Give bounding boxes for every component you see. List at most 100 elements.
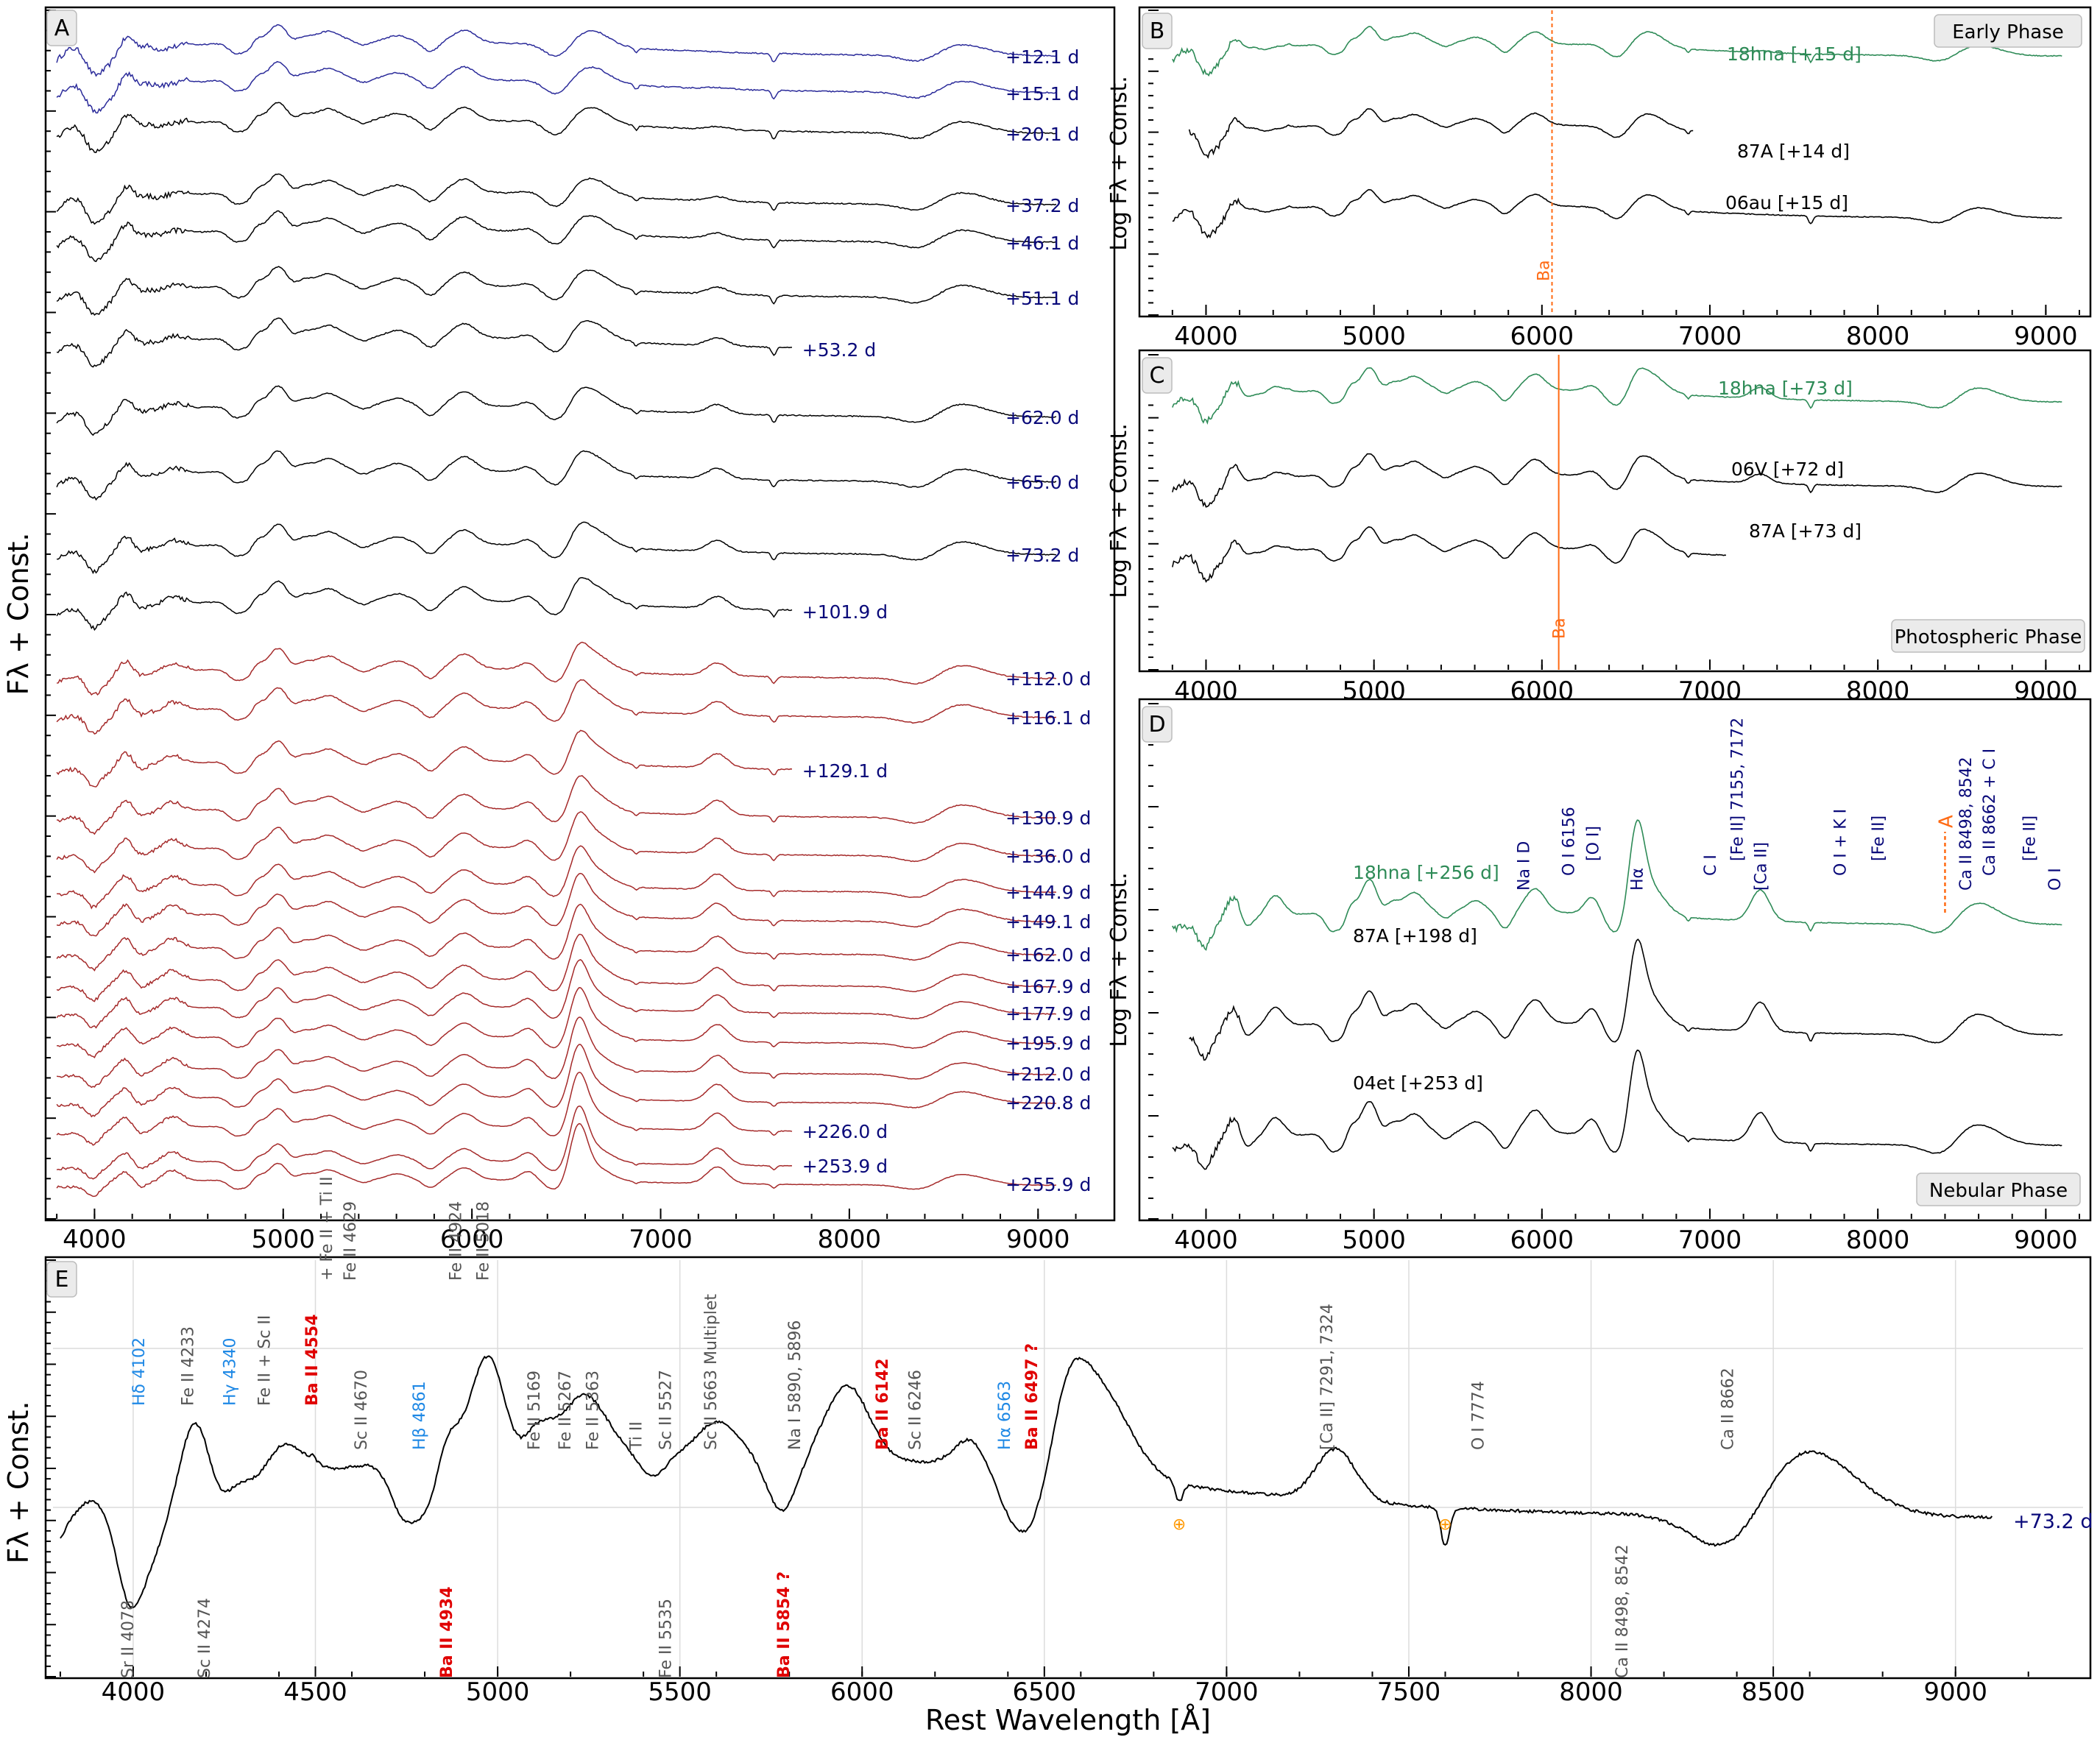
spectrum-46.1d	[56, 210, 1057, 263]
paneld-xtick-label: 4000	[1174, 1226, 1238, 1255]
panel-a-xtick-label: 9000	[1006, 1225, 1070, 1254]
line-id-label: Fe II 5169	[526, 1371, 544, 1450]
spectrum-51.1d	[56, 266, 1056, 316]
panel-d-frame	[1138, 698, 2092, 1222]
panel-b-ticks: 4000 5000 6000 7000 8000 9000	[1148, 10, 2080, 351]
paneld-xtick-label: 5000	[1342, 1226, 1406, 1255]
line-id-label: Hβ 4861	[411, 1381, 429, 1450]
spectrum-255.9d	[56, 1122, 1057, 1198]
panel-a-frame	[44, 6, 1116, 1222]
epoch-label: +51.1 d	[1005, 288, 1079, 309]
series-label: 18hna [+73 d]	[1718, 378, 1853, 399]
panel-e-ticks: 4000 4500 5000 5500 6000 6500 7000 7500 8000 8500…	[46, 1259, 2029, 1707]
epoch-label: +53.2 d	[802, 339, 876, 361]
line-id-label: Sc II 4274	[196, 1598, 214, 1678]
epoch-label: +65.0 d	[1005, 472, 1079, 493]
series-label: 87A [+14 d]	[1737, 141, 1850, 162]
epoch-label: +162.0 d	[1005, 944, 1091, 966]
epoch-label: +73.2 d	[1005, 545, 1079, 566]
paneld-xtick-label: 6000	[1510, 1226, 1574, 1255]
line-id-label: Hδ 4102	[130, 1337, 149, 1406]
panel-b-phase-box	[1934, 14, 2082, 48]
spectrum-220.8d	[56, 1044, 1056, 1118]
panel-c-letter: C	[1150, 363, 1165, 389]
panel-b-ylabel: Log Fλ + Const.	[1106, 76, 1132, 251]
spectrum-226.0d	[56, 1072, 793, 1146]
spectrum-65.0d	[56, 450, 1057, 501]
panel-c-spectra: 18hna [+73 d] 06V [+72 d] 87A [+73 d]	[1172, 367, 2062, 583]
panel-a-xtick-label: 8000	[818, 1225, 882, 1254]
panel-c-letter-box	[1142, 357, 1173, 394]
panel-d-letter: D	[1148, 712, 1165, 738]
panel-a-xtick-label: 7000	[629, 1225, 693, 1254]
panel-a-ylabel: Fλ + Const.	[2, 533, 35, 696]
line-id-label: Ca II 8662	[1719, 1368, 1738, 1450]
spectrum-162.0d	[56, 903, 1056, 972]
panel-e-spectrum	[60, 1355, 1993, 1608]
panel-a: 4000 5000 6000 7000 8000 9000 +12.1 d+15.1 d+…	[2, 6, 1116, 1254]
line-id-label: Ca II 8498, 8542	[1613, 1544, 1632, 1678]
line-id-label: O I	[2046, 868, 2065, 891]
spectrum-73.2d	[57, 521, 1056, 575]
panelb-xtick-label: 6000	[1510, 322, 1574, 351]
spectrum-18hna	[1172, 819, 2062, 951]
epoch-label: +212.0 d	[1005, 1064, 1091, 1085]
spectrum-87A	[1188, 107, 1694, 159]
line-id-label: Ti II	[628, 1421, 646, 1451]
panelc-xtick-label: 8000	[1846, 676, 1910, 706]
panelc-xtick-label: 6000	[1510, 676, 1574, 706]
line-id-label: Fe II 5018	[475, 1201, 493, 1281]
line-id-label: Na I D	[1516, 841, 1534, 891]
panel-e-xtick-label: 8000	[1559, 1677, 1623, 1707]
panel-e-xtick-label: 7000	[1195, 1677, 1259, 1707]
epoch-label: +101.9 d	[802, 601, 888, 623]
line-id-label: + Fe II + Ti II	[318, 1176, 336, 1281]
panel-e-xlabel: Rest Wavelength [Å]	[925, 1704, 1211, 1736]
spectrum-101.9d	[56, 577, 793, 632]
panelb-xtick-label: 5000	[1342, 322, 1406, 351]
spectrum-18hna	[1172, 367, 2062, 425]
telluric-symbol: ⊕	[1173, 1516, 1186, 1534]
telluric-symbol: ⊕	[1438, 1516, 1452, 1534]
spectrum-129.1d	[56, 729, 793, 788]
line-id-label: [O I]	[1584, 826, 1602, 861]
panel-b-spectra: 18hna [+15 d] 87A [+14 d] 06au [+15 d]	[1172, 26, 2062, 239]
spectrum-112.0d	[56, 641, 1057, 696]
epoch-label: +149.1 d	[1005, 911, 1091, 933]
series-label: 04et [+253 d]	[1353, 1072, 1483, 1094]
line-id-label: Ba II 4554	[303, 1314, 322, 1406]
spectrum-87A	[1189, 938, 2063, 1061]
epoch-label: +37.2 d	[1005, 195, 1079, 216]
line-id-label: Ba II 6497 ?	[1023, 1343, 1042, 1450]
panel-e-xtick-label: 4000	[102, 1677, 166, 1707]
panelc-xtick-label: 7000	[1678, 676, 1742, 706]
line-id-label: Na I 5890, 5896	[786, 1320, 805, 1450]
line-id-label: Sr II 4078	[119, 1600, 138, 1678]
line-id-label: [Fe II]	[2021, 816, 2040, 861]
line-id-label: Sc II 5663 Multiplet	[702, 1294, 721, 1450]
panelb-xtick-label: 8000	[1846, 322, 1910, 351]
panel-d: 4000 5000 6000 7000 8000 9000 18hna [+256 d] 8…	[1106, 698, 2092, 1255]
line-id-label: Ba II 4934	[438, 1586, 456, 1678]
line-id-label: Hγ 4340	[222, 1337, 240, 1406]
panel-b-letter-box	[1142, 13, 1173, 49]
spectrum-18hna	[1172, 26, 2062, 77]
panelb-xtick-label: 9000	[2014, 322, 2078, 351]
panel-e-telluric-markers: ⊕ ⊕	[1173, 1516, 1452, 1534]
panel-e-xtick-label: 7500	[1377, 1677, 1441, 1707]
spectrum-62.0d	[56, 385, 1057, 436]
panel-d-phase: Nebular Phase	[1929, 1180, 2068, 1202]
panel-b-ba-marker: Ba	[1535, 10, 1554, 315]
epoch-label: +144.9 d	[1005, 882, 1091, 903]
series-label: 87A [+73 d]	[1749, 520, 1862, 542]
line-id-label: Fe II 5535	[657, 1599, 675, 1678]
epoch-label: +46.1 d	[1005, 233, 1079, 254]
panel-e-grid	[53, 1260, 2083, 1677]
panel-d-ticks: 4000 5000 6000 7000 8000 9000	[1148, 703, 2080, 1255]
panel-e-xtick-label: 5500	[648, 1677, 712, 1707]
panel-c-frame	[1138, 349, 2092, 673]
epoch-label: +62.0 d	[1005, 407, 1079, 428]
panel-d-spectra: 18hna [+256 d] 87A [+198 d] 04et [+253 d]	[1172, 819, 2063, 1170]
epoch-label: +136.0 d	[1005, 846, 1091, 867]
